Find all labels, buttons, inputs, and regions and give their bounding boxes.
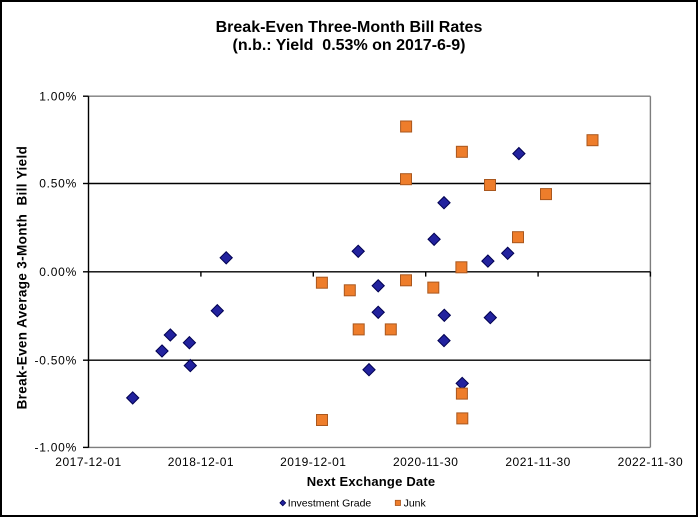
svg-text:2018-12-01: 2018-12-01	[168, 455, 234, 469]
svg-text:2017-12-01: 2017-12-01	[55, 455, 121, 469]
svg-text:Break-Even Three-Month Bill Ra: Break-Even Three-Month Bill Rates	[216, 19, 483, 36]
svg-text:2020-11-30: 2020-11-30	[393, 455, 459, 469]
svg-text:0.00%: 0.00%	[39, 265, 77, 279]
svg-text:Break-Even Average 3-Month Bi: Break-Even Average 3-Month Bill Yield	[15, 146, 30, 410]
svg-text:-0.50%: -0.50%	[34, 353, 77, 367]
svg-text:Next Exchange Date: Next Exchange Date	[307, 474, 436, 489]
svg-text:-1.00%: -1.00%	[34, 441, 77, 455]
svg-text:0.50%: 0.50%	[39, 177, 77, 191]
svg-text:1.00%: 1.00%	[39, 89, 77, 103]
svg-text:(n.b.: Yield 0.53% on 2017-6-: (n.b.: Yield 0.53% on 2017-6-9)	[233, 37, 466, 54]
svg-text:Investment Grade: Investment Grade	[288, 498, 372, 510]
svg-text:2022-11-30: 2022-11-30	[618, 455, 684, 469]
svg-text:Junk: Junk	[404, 498, 427, 510]
svg-text:2021-11-30: 2021-11-30	[505, 455, 571, 469]
svg-text:2019-12-01: 2019-12-01	[280, 455, 346, 469]
